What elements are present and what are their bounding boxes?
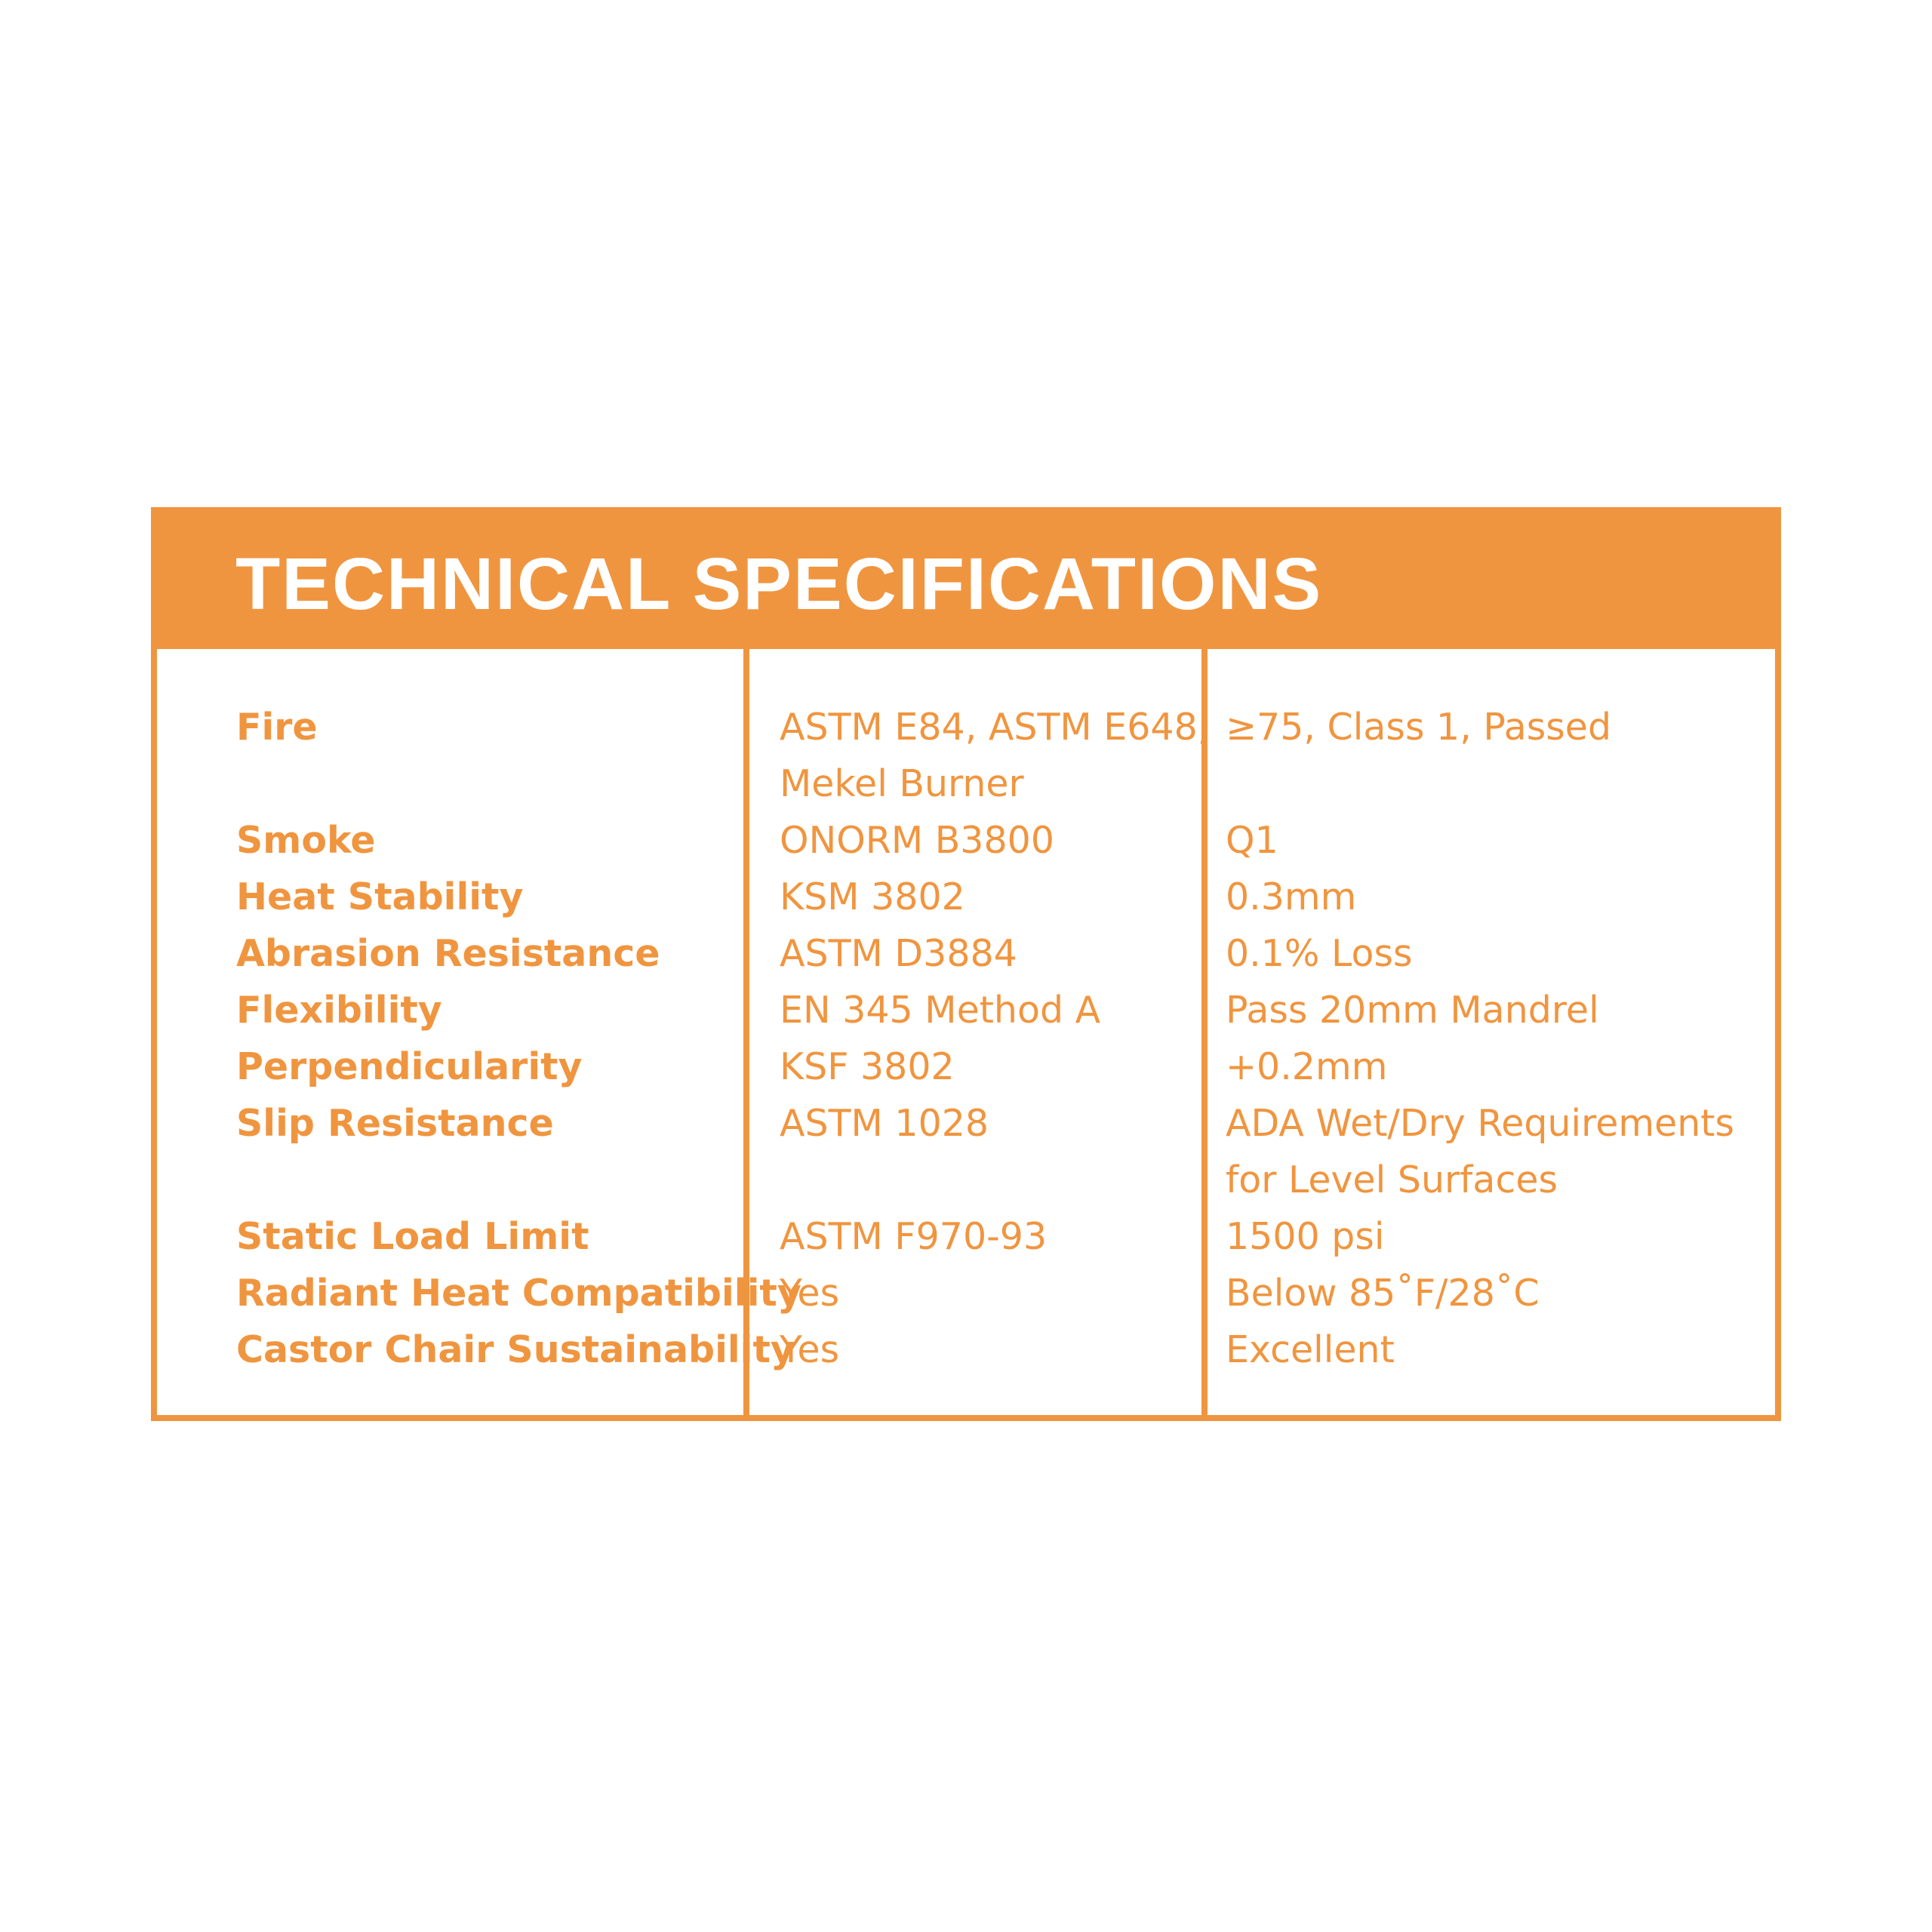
cell-result: 0.1% Loss (1226, 932, 1413, 975)
cell-result: Pass 20mm Mandrel (1226, 989, 1599, 1032)
table-row: Abrasion Resistance ASTM D3884 0.1% Loss (157, 925, 1775, 982)
table-row: Perpendicularity KSF 3802 +0.2mm (157, 1038, 1775, 1095)
cell-property: Flexibility (236, 989, 442, 1032)
table-row: for Level Surfaces (157, 1152, 1775, 1208)
table-row: Heat Stability KSM 3802 0.3mm (157, 869, 1775, 925)
cell-standard: EN 345 Method A (780, 989, 1101, 1032)
cell-result: Excellent (1226, 1328, 1395, 1371)
cell-property (157, 1152, 743, 1208)
cell-standard: ONORM B3800 (780, 819, 1055, 862)
table-row: Slip Resistance ASTM 1028 ADA Wet/Dry Requ… (157, 1095, 1775, 1152)
cell-standard: KSM 3802 (780, 875, 965, 918)
cell-result: ≥75, Class 1, Passed (1226, 706, 1612, 749)
cell-property: Smoke (236, 819, 376, 862)
cell-result: 0.3mm (1226, 875, 1357, 918)
cell-standard: ASTM F970-93 (780, 1215, 1048, 1258)
cell-standard: ASTM D3884 (780, 932, 1017, 975)
cell-result: 1500 psi (1226, 1215, 1385, 1258)
table-row: Static Load Limit ASTM F970-93 1500 psi (157, 1208, 1775, 1265)
spec-table: Fire ASTM E84, ASTM E648, ≥75, Class 1, Pa… (151, 649, 1781, 1421)
table-row: Radiant Heat Compatibility Yes Below 85˚F/… (157, 1265, 1775, 1321)
cell-result: +0.2mm (1226, 1045, 1388, 1088)
cell-property: Heat Stability (236, 875, 524, 918)
cell-standard: Yes (780, 1328, 840, 1371)
cell-property: Fire (236, 706, 318, 749)
cell-result: Q1 (1226, 819, 1278, 862)
cell-property: Abrasion Resistance (236, 932, 660, 975)
cell-standard: ASTM E84, ASTM E648, (780, 706, 1210, 749)
table-row: Castor Chair Sustainability Yes Excellent (157, 1321, 1775, 1378)
column-divider-1 (743, 649, 749, 1415)
technical-specifications-panel: TECHNICAL SPECIFICATIONS Fire ASTM E84, A… (151, 507, 1781, 1421)
table-row: Fire ASTM E84, ASTM E648, ≥75, Class 1, Pa… (157, 699, 1775, 755)
cell-standard: KSF 3802 (780, 1045, 955, 1088)
spec-table-rows: Fire ASTM E84, ASTM E648, ≥75, Class 1, Pa… (157, 699, 1775, 1378)
table-row: Flexibility EN 345 Method A Pass 20mm Mand… (157, 982, 1775, 1038)
cell-result: ADA Wet/Dry Requirements (1226, 1102, 1735, 1145)
cell-standard: Mekel Burner (780, 762, 1024, 805)
cell-standard: ASTM 1028 (780, 1102, 989, 1145)
column-divider-2 (1201, 649, 1208, 1415)
cell-result (1201, 755, 1775, 812)
cell-property (157, 755, 743, 812)
cell-property: Slip Resistance (236, 1102, 554, 1145)
cell-property: Perpendicularity (236, 1045, 583, 1088)
table-row: Smoke ONORM B3800 Q1 (157, 812, 1775, 869)
cell-standard (743, 1152, 1201, 1208)
cell-result: for Level Surfaces (1226, 1158, 1558, 1201)
panel-header: TECHNICAL SPECIFICATIONS (151, 507, 1781, 649)
table-row: Mekel Burner (157, 755, 1775, 812)
cell-property: Castor Chair Sustainability (236, 1328, 795, 1371)
page-title: TECHNICAL SPECIFICATIONS (235, 543, 1323, 625)
cell-result: Below 85˚F/28˚C (1226, 1272, 1540, 1315)
cell-property: Radiant Heat Compatibility (236, 1272, 801, 1315)
cell-property: Static Load Limit (236, 1215, 589, 1258)
cell-standard: Yes (780, 1272, 840, 1315)
